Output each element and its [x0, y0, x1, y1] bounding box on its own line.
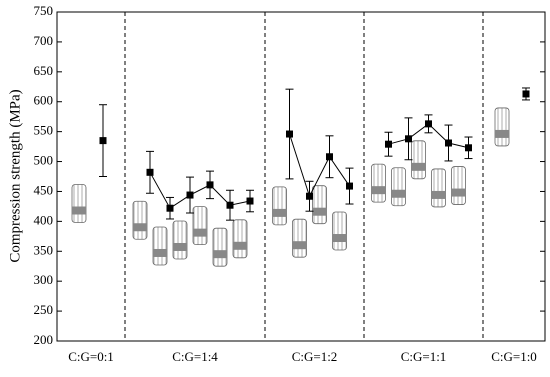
specimen-fill — [332, 234, 347, 243]
specimen-fill — [233, 241, 247, 250]
specimen-fill — [193, 228, 207, 237]
point — [385, 140, 392, 148]
group-label: C:G=1:1 — [401, 349, 447, 364]
group-label: C:G=1:2 — [292, 349, 338, 364]
specimen-fill — [411, 162, 426, 171]
y-tick-label: 650 — [34, 63, 54, 78]
specimen-fill — [133, 223, 147, 232]
specimen-icon — [152, 226, 168, 266]
specimen-fill — [391, 189, 406, 198]
y-tick-label: 200 — [34, 332, 54, 347]
point — [405, 135, 412, 143]
y-tick-label: 700 — [34, 33, 54, 48]
point — [186, 191, 194, 199]
point — [425, 120, 432, 128]
point — [306, 192, 313, 200]
specimen-icon — [371, 163, 386, 203]
specimen-icon — [71, 184, 87, 223]
y-tick-label: 300 — [34, 272, 54, 287]
specimen-icon — [431, 168, 446, 208]
specimen-fill — [153, 248, 167, 257]
specimen-icon — [411, 140, 426, 180]
specimen-fill — [451, 188, 466, 197]
y-tick-label: 400 — [34, 212, 54, 227]
specimen-icon — [232, 219, 248, 259]
point — [226, 201, 234, 209]
y-tick-label: 550 — [34, 123, 54, 138]
point — [146, 168, 154, 176]
specimen-fill — [495, 129, 509, 138]
point — [286, 130, 293, 138]
specimen-icon — [192, 206, 208, 246]
group-label: C:G=0:1 — [68, 349, 114, 364]
specimen-fill — [272, 208, 287, 217]
specimen-icon — [312, 185, 327, 225]
y-tick-label: 750 — [34, 3, 54, 18]
specimen-fill — [431, 190, 446, 199]
y-axis-label: Compression strength (MPa) — [7, 89, 23, 262]
y-tick-label: 350 — [34, 242, 54, 257]
specimen-fill — [292, 241, 307, 250]
specimen-icon — [212, 227, 228, 267]
y-tick-label: 450 — [34, 182, 54, 197]
specimen-fill — [72, 206, 86, 215]
y-tick-label: 500 — [34, 153, 54, 168]
point — [522, 90, 530, 98]
specimen-icon — [292, 218, 307, 258]
point — [326, 153, 333, 161]
y-tick-label: 600 — [34, 93, 54, 108]
specimen-icon — [132, 200, 148, 240]
specimen-icon — [332, 211, 347, 251]
group-label: C:G=1:4 — [172, 349, 218, 364]
specimen-fill — [312, 207, 327, 216]
y-tick-label: 250 — [34, 302, 54, 317]
specimen-icon — [391, 167, 406, 207]
specimen-fill — [371, 186, 386, 195]
specimen-icon — [451, 166, 466, 205]
point — [166, 204, 174, 212]
point — [465, 144, 472, 152]
point — [206, 181, 214, 189]
series-line — [149, 172, 251, 209]
point — [445, 139, 452, 147]
series-line — [289, 133, 350, 198]
specimen-fill — [213, 250, 227, 259]
group-label: C:G=1:0 — [491, 349, 537, 364]
specimen-fill — [173, 242, 187, 251]
specimen-icon — [494, 107, 510, 147]
specimen-icon — [272, 186, 287, 226]
point — [246, 197, 254, 205]
plot-frame — [56, 11, 546, 342]
point — [346, 182, 353, 190]
point — [99, 137, 107, 145]
specimen-icon — [172, 220, 188, 260]
